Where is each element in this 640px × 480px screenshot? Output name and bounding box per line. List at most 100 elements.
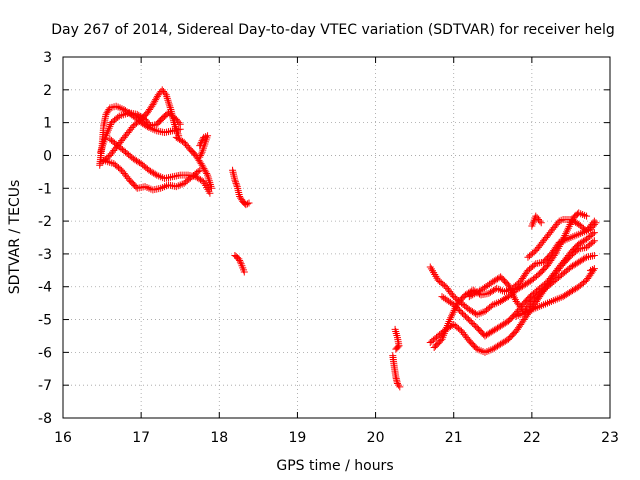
x-tick-label: 16 [54, 430, 72, 446]
data-point [151, 97, 159, 105]
y-tick-label: 2 [43, 83, 52, 99]
data-point [536, 217, 544, 225]
data-point [128, 124, 136, 132]
data-point [132, 183, 140, 191]
y-tick-label: 0 [43, 148, 52, 164]
data-point [200, 165, 208, 173]
data-point [166, 104, 174, 112]
point-cluster [100, 156, 204, 194]
data-point [114, 113, 122, 121]
data-point [206, 189, 214, 197]
data-point [149, 101, 157, 109]
point-cluster [389, 352, 404, 391]
data-point [510, 294, 518, 302]
data-point [590, 229, 598, 237]
data-point [145, 120, 153, 128]
point-cluster [465, 252, 598, 315]
data-point [197, 151, 205, 159]
x-tick-label: 22 [523, 430, 541, 446]
x-tick-label: 20 [367, 430, 385, 446]
data-point [202, 168, 210, 176]
data-point [393, 344, 401, 352]
data-point [243, 200, 251, 208]
data-point [240, 268, 248, 276]
data-point [467, 318, 475, 326]
data-point [440, 281, 448, 289]
point-cluster [229, 166, 253, 209]
data-point [589, 238, 597, 246]
point-cluster [524, 215, 598, 261]
data-point [236, 256, 244, 264]
data-point [451, 305, 459, 313]
data-point [235, 255, 243, 263]
data-point [104, 153, 112, 161]
x-tick-label: 19 [289, 430, 307, 446]
y-tick-label: -7 [38, 378, 52, 394]
data-point [590, 217, 598, 225]
data-point [116, 165, 124, 173]
axis-ticks [62, 56, 611, 419]
data-point [530, 261, 538, 269]
data-point [199, 163, 207, 171]
point-cluster [391, 325, 403, 353]
data-point [207, 184, 215, 192]
plot-frame [62, 56, 611, 419]
data-point [506, 285, 514, 293]
data-point [564, 224, 572, 232]
point-cluster [106, 135, 214, 197]
chart-title: Day 267 of 2014, Sidereal Day-to-day VTE… [51, 22, 614, 38]
data-point [232, 179, 240, 187]
data-point [448, 310, 456, 318]
point-cluster [528, 212, 545, 230]
y-tick-label: -2 [38, 214, 52, 230]
y-tick-label: 3 [43, 50, 52, 66]
data-point [448, 291, 456, 299]
data-point [232, 178, 239, 186]
data-point [460, 311, 468, 319]
data-point [242, 201, 250, 209]
y-tick-label: -5 [38, 313, 52, 329]
data-point [203, 170, 211, 178]
data-point [466, 317, 474, 325]
data-point [163, 93, 171, 101]
y-tick-label: -8 [38, 411, 52, 427]
data-point [452, 303, 460, 311]
x-tick-label: 21 [445, 430, 463, 446]
data-point [166, 102, 174, 110]
data-point [565, 222, 573, 230]
data-point [581, 254, 589, 262]
data-point [589, 219, 597, 227]
data-point [449, 308, 457, 316]
data-point [563, 228, 571, 236]
data-point [563, 226, 571, 234]
y-tick-label: -4 [38, 280, 52, 296]
data-point [450, 306, 458, 314]
data-point [461, 312, 469, 320]
data-point [392, 345, 400, 353]
y-tick-label: -3 [38, 247, 52, 263]
data-point [510, 292, 518, 300]
data-point [194, 168, 202, 176]
data-point [469, 319, 477, 327]
data-point [395, 381, 403, 389]
data-point [464, 315, 472, 323]
data-point [245, 199, 253, 207]
data-point [198, 161, 206, 169]
y-tick-label: 1 [43, 116, 52, 132]
data-point [562, 230, 570, 238]
data-point [233, 181, 241, 189]
data-point [448, 312, 456, 320]
data-point [589, 230, 597, 238]
x-tick-label: 18 [210, 430, 228, 446]
data-point [505, 283, 513, 291]
data-point [487, 302, 495, 310]
data-point [164, 96, 172, 104]
data-point [507, 287, 515, 295]
data-point [459, 309, 467, 317]
x-axis-label: GPS time / hours [276, 458, 393, 474]
data-point [151, 170, 159, 178]
data-point [470, 321, 478, 329]
data-point [150, 99, 158, 107]
data-points [96, 86, 600, 391]
data-point [196, 153, 204, 161]
